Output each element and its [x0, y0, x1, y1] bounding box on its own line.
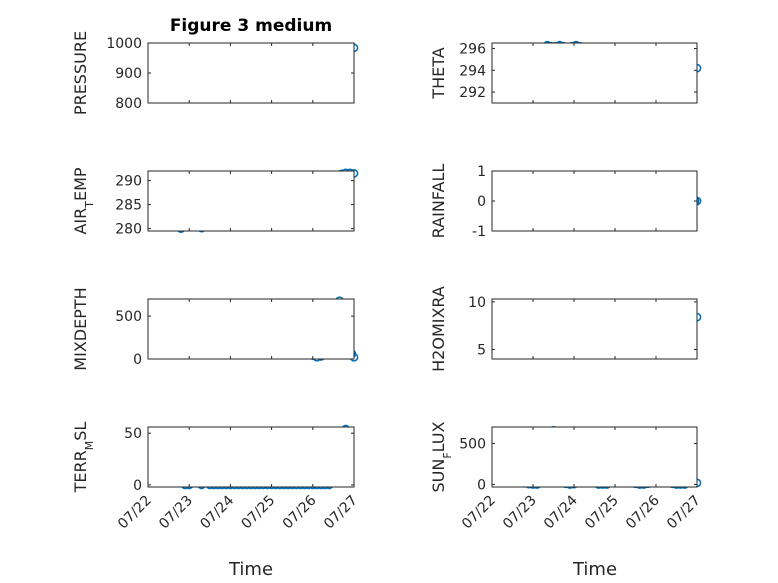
x-tick-label: 07/23: [156, 493, 196, 533]
y-tick-label: 0: [133, 352, 142, 368]
y-axis-label: THETA: [429, 47, 448, 99]
panel-pressure: 800 900 1000 PRESSURE: [71, 31, 359, 115]
axes-box: [491, 170, 698, 232]
panel-h2omixra: 5 10 H2OMIXRA: [429, 286, 702, 372]
y-tick-label: 280: [115, 222, 142, 238]
y-tick-label: 0: [477, 194, 486, 210]
y-tick-label: 50: [124, 426, 142, 442]
panel-sun: 0 500 07/22 07/23 07/24 07/25 07/26 07/27 SUNFLU…: [429, 421, 704, 532]
y-tick-label: 0: [477, 478, 486, 494]
x-tick-label: 07/27: [321, 493, 361, 533]
y-tick-label: 285: [115, 198, 142, 214]
y-tick-label: 290: [115, 174, 142, 190]
y-tick-label: 1: [477, 164, 486, 180]
x-axis-label-left: Time: [228, 559, 273, 580]
y-tick-label: 500: [459, 436, 486, 452]
panel-air: 280 285 290 AIRTEMP: [71, 167, 359, 238]
x-axis-label-right: Time: [572, 559, 617, 580]
y-tick-label: 5: [477, 342, 486, 358]
y-tick-label: -1: [472, 224, 486, 240]
panel-terr: 0 50 07/22 07/23 07/24 07/25 07/26 07/27 TERRMSL: [71, 422, 361, 533]
x-tick-label: 07/24: [541, 492, 581, 532]
axes-box: [491, 298, 698, 360]
figure-title: Figure 3 medium: [170, 16, 332, 36]
x-tick-label: 07/27: [664, 493, 704, 533]
axes-box: [491, 426, 698, 488]
x-tick-label: 07/23: [500, 493, 540, 533]
y-tick-label: 900: [115, 66, 142, 82]
axes-box: [491, 42, 698, 104]
axes-box: [147, 42, 355, 104]
y-tick-label: 292: [459, 85, 486, 101]
y-tick-label: 1000: [106, 36, 142, 52]
x-tick-label: 07/26: [623, 492, 663, 532]
x-tick-label: 07/24: [197, 492, 237, 532]
x-tick-label: 07/22: [115, 493, 155, 533]
axes-box: [147, 170, 355, 232]
y-tick-label: 10: [468, 295, 486, 311]
y-axis-label: RAINFALL: [429, 164, 448, 239]
y-tick-label: 0: [133, 478, 142, 494]
y-tick-label: 800: [115, 96, 142, 112]
x-tick-label: 07/25: [582, 493, 622, 533]
axes-box: [147, 426, 355, 488]
y-axis-label: H2OMIXRA: [429, 286, 448, 372]
panel-rainfall: -1 0 1 RAINFALL: [429, 164, 702, 240]
x-tick-label: 07/26: [280, 492, 320, 532]
panel-mixdepth: 0 500 MIXDEPTH: [71, 287, 359, 371]
y-tick-label: 500: [115, 309, 142, 325]
axes-box: [147, 298, 355, 360]
y-tick-label: 294: [459, 63, 486, 79]
panel-theta: 292 294 296 THETA: [429, 40, 702, 104]
x-tick-label: 07/25: [239, 493, 279, 533]
y-axis-label: MIXDEPTH: [71, 287, 90, 370]
x-tick-label: 07/22: [459, 493, 499, 533]
y-axis-label: SUNFLUX: [429, 421, 454, 492]
y-axis-label: AIRTEMP: [71, 167, 96, 234]
y-axis-label: TERRMSL: [71, 422, 96, 494]
y-axis-label: PRESSURE: [71, 31, 90, 115]
y-tick-label: 296: [459, 41, 486, 57]
